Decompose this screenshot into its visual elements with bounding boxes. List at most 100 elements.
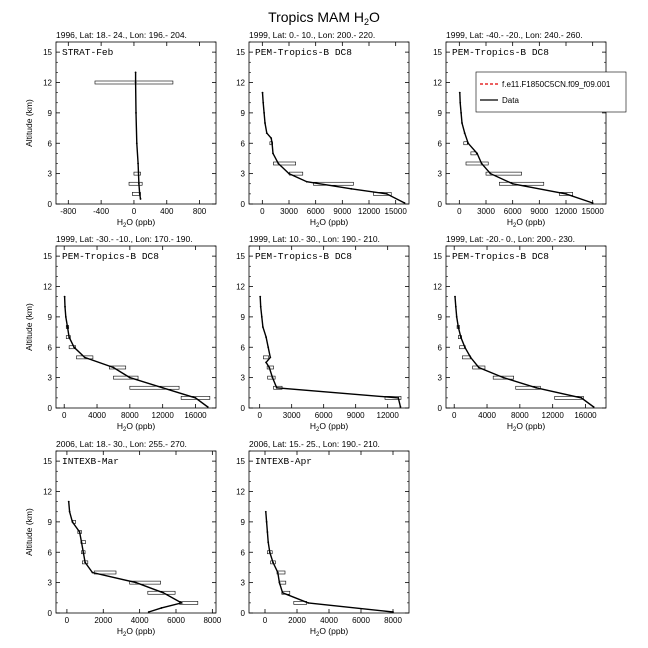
data-point: [84, 561, 86, 564]
data-line: [261, 92, 405, 204]
data-point: [469, 356, 472, 359]
panel-2: 1999, Lat: 0.- 10., Lon: 200.- 220. 0 3 6 9 1…: [236, 30, 410, 229]
x-tick-label: 0: [263, 616, 268, 625]
data-point: [460, 111, 463, 114]
data-point: [261, 326, 264, 328]
panel-frame: [248, 450, 410, 614]
y-tick-label: 9: [241, 313, 246, 322]
data-point: [263, 111, 266, 114]
panel-3: 1999, Lat: -40.- -20., Lon: 240.- 260. 0 3…: [433, 30, 607, 229]
data-point: [454, 305, 457, 308]
y-tick-label: 12: [43, 488, 52, 497]
y-tick-label: 9: [438, 313, 443, 322]
y-tick-label: 0: [241, 609, 246, 618]
data-point: [277, 162, 280, 165]
data-range-box: [515, 385, 541, 390]
data-range-box: [94, 80, 174, 85]
data-point: [128, 376, 131, 379]
data-point: [457, 326, 460, 328]
x-tick-label: 2000: [288, 616, 306, 625]
data-point: [265, 361, 267, 364]
data-line: [63, 296, 209, 408]
y-tick-label: 3: [241, 374, 246, 383]
panel-5: 1999, Lat: 10.- 30., Lon: 190.- 210. 0 3 6 9…: [236, 234, 410, 433]
data-point: [268, 551, 271, 554]
x-tick-label: 0: [260, 207, 265, 216]
y-tick-label: 3: [241, 170, 246, 179]
data-point: [276, 571, 279, 574]
data-point: [91, 571, 94, 574]
data-point: [399, 406, 402, 408]
data-point: [272, 152, 274, 155]
data-point: [458, 91, 461, 94]
y-axis-label: Altitude (km): [24, 508, 34, 556]
y-tick-label: 15: [433, 48, 442, 57]
data-point: [162, 591, 165, 594]
y-tick-label: 15: [236, 48, 245, 57]
panel-6: 1999, Lat: -20.- 0., Lon: 200.- 230. 0 3 6 9…: [433, 234, 607, 433]
panel-header: 1999, Lat: -20.- 0., Lon: 200.- 230.: [446, 234, 575, 244]
data-line: [454, 296, 595, 408]
y-tick-label: 12: [43, 79, 52, 88]
x-tick-label: 12000: [542, 411, 565, 420]
x-tick-label: 9000: [347, 411, 365, 420]
data-range-box: [109, 365, 127, 370]
legend: f.e11.F1850C5CN.f09_f09.001 Data: [475, 71, 627, 113]
y-tick-label: 6: [241, 343, 246, 352]
y-tick-label: 15: [43, 457, 52, 466]
data-line: [134, 72, 142, 200]
data-point: [397, 396, 400, 399]
data-line: [265, 511, 394, 613]
data-range-box: [485, 171, 522, 176]
data-point: [134, 71, 137, 74]
panel-label: PEM-Tropics-B DC8: [255, 47, 352, 58]
data-point: [134, 81, 137, 84]
x-tick-label: -800: [60, 207, 77, 216]
y-tick-label: 0: [241, 200, 246, 209]
data-line: [68, 501, 184, 613]
data-point: [83, 356, 86, 359]
panel-label: PEM-Tropics-B DC8: [255, 251, 352, 262]
data-point: [477, 366, 480, 369]
y-tick-label: 0: [241, 404, 246, 413]
panel-frame: [445, 245, 607, 409]
data-point: [463, 132, 466, 135]
data-point: [259, 305, 262, 308]
data-point: [135, 111, 137, 114]
y-tick-label: 6: [48, 343, 53, 352]
y-tick-label: 3: [241, 579, 246, 588]
data-range-box: [554, 396, 584, 400]
data-point: [264, 510, 267, 513]
data-point: [180, 601, 183, 604]
data-point: [278, 581, 281, 584]
data-range-box: [129, 385, 180, 390]
data-point: [112, 366, 115, 369]
x-tick-label: 0: [257, 411, 262, 420]
x-tick-label: 12000: [152, 411, 175, 420]
data-point: [281, 591, 284, 594]
data-point: [489, 172, 492, 175]
data-point: [511, 182, 514, 185]
y-tick-label: 0: [48, 404, 53, 413]
data-point: [206, 406, 209, 408]
data-point: [80, 541, 83, 544]
x-tick-label: 8000: [203, 616, 221, 625]
panel-frame: [55, 245, 217, 409]
data-point: [73, 346, 75, 349]
data-point: [259, 295, 262, 298]
data-point: [385, 192, 388, 195]
y-tick-label: 9: [241, 109, 246, 118]
data-point: [147, 611, 150, 613]
data-point: [459, 101, 462, 104]
data-point: [455, 315, 458, 318]
legend-box: [475, 71, 627, 113]
x-tick-label: 12000: [377, 411, 400, 420]
panel-label: INTEXB-Apr: [255, 456, 312, 467]
data-point: [161, 386, 164, 389]
data-point: [271, 376, 274, 379]
y-tick-label: 3: [438, 374, 443, 383]
y-tick-label: 9: [48, 109, 53, 118]
y-axis-label: Altitude (km): [24, 303, 34, 351]
y-tick-label: 6: [241, 139, 246, 148]
x-tick-label: 8000: [121, 411, 139, 420]
